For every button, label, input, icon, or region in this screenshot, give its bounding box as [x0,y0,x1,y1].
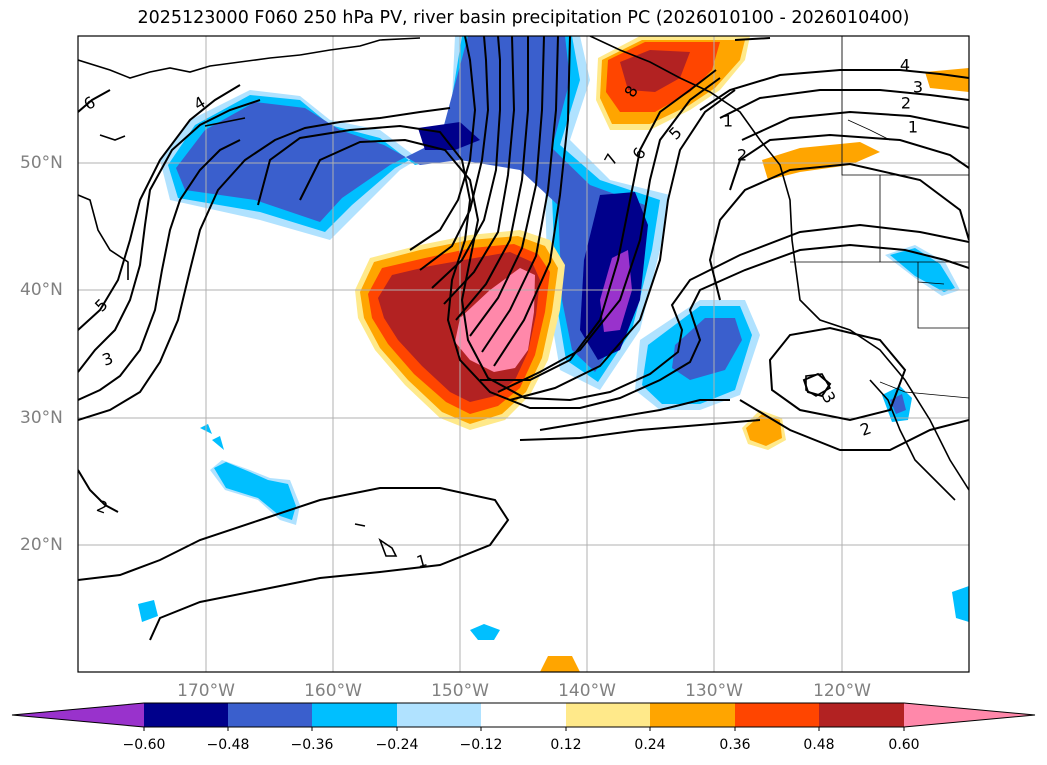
colorbar-tick: −0.24 [375,737,419,753]
contour-label: 6 [628,144,649,163]
colorbar-tick: 0.36 [719,737,751,753]
contour-label: 2 [901,94,911,113]
colorbar-tick: −0.36 [290,737,334,753]
colorbar-tick: −0.12 [459,737,503,753]
colorbar-bin [735,703,819,727]
contour-label: 7 [600,150,622,168]
contour-label: 3 [913,78,923,97]
colorbar-bin [144,703,228,727]
borders [790,36,969,399]
colorbar-tick: −0.60 [122,737,166,753]
lat-label: 40°N [20,280,63,300]
plot-frame [77,35,970,673]
graticule [78,36,969,672]
colorbar-tick: 0.12 [550,737,582,753]
colorbar-tick: 0.60 [888,737,920,753]
contour-label: 3 [100,348,116,369]
colorbar-bin [397,703,481,727]
lon-label: 150°W [431,681,489,701]
colorbar [11,702,1036,731]
lat-label: 20°N [20,535,63,555]
coastlines [78,36,969,557]
contour-label: 5 [665,123,686,144]
contour-label: 1 [723,112,733,131]
lon-label: 140°W [558,681,616,701]
lon-label: 170°W [177,681,235,701]
lon-label: 160°W [304,681,362,701]
colorbar-bin [566,703,650,727]
contour-label: 1 [414,551,429,572]
contour-label: 4 [900,56,910,75]
map-title: 2025123000 F060 250 hPa PV, river basin … [137,8,910,28]
colorbar-tick: 0.48 [803,737,835,753]
lon-label: 120°W [813,681,871,701]
colorbar-bin [312,703,397,727]
contour-label: 2 [737,146,747,165]
contour-label: 5 [91,295,112,316]
pv-contours [78,36,969,641]
lon-label: 130°W [685,681,743,701]
colorbar-tick: −0.48 [206,737,250,753]
contour-label: 1 [908,118,918,137]
colorbar-bin [650,703,735,727]
contour-label: 6 [80,92,98,114]
colorbar-bin [481,703,566,727]
colorbar-bin [904,703,1035,727]
contour-label: 3 [818,388,840,406]
colorbar-tick: 0.24 [634,737,666,753]
contour-label: 2 [858,418,874,439]
lat-label: 50°N [20,153,63,173]
lat-label: 30°N [20,408,63,428]
colorbar-bin [12,703,144,727]
colorbar-bin [228,703,312,727]
colorbar-bin [819,703,904,727]
